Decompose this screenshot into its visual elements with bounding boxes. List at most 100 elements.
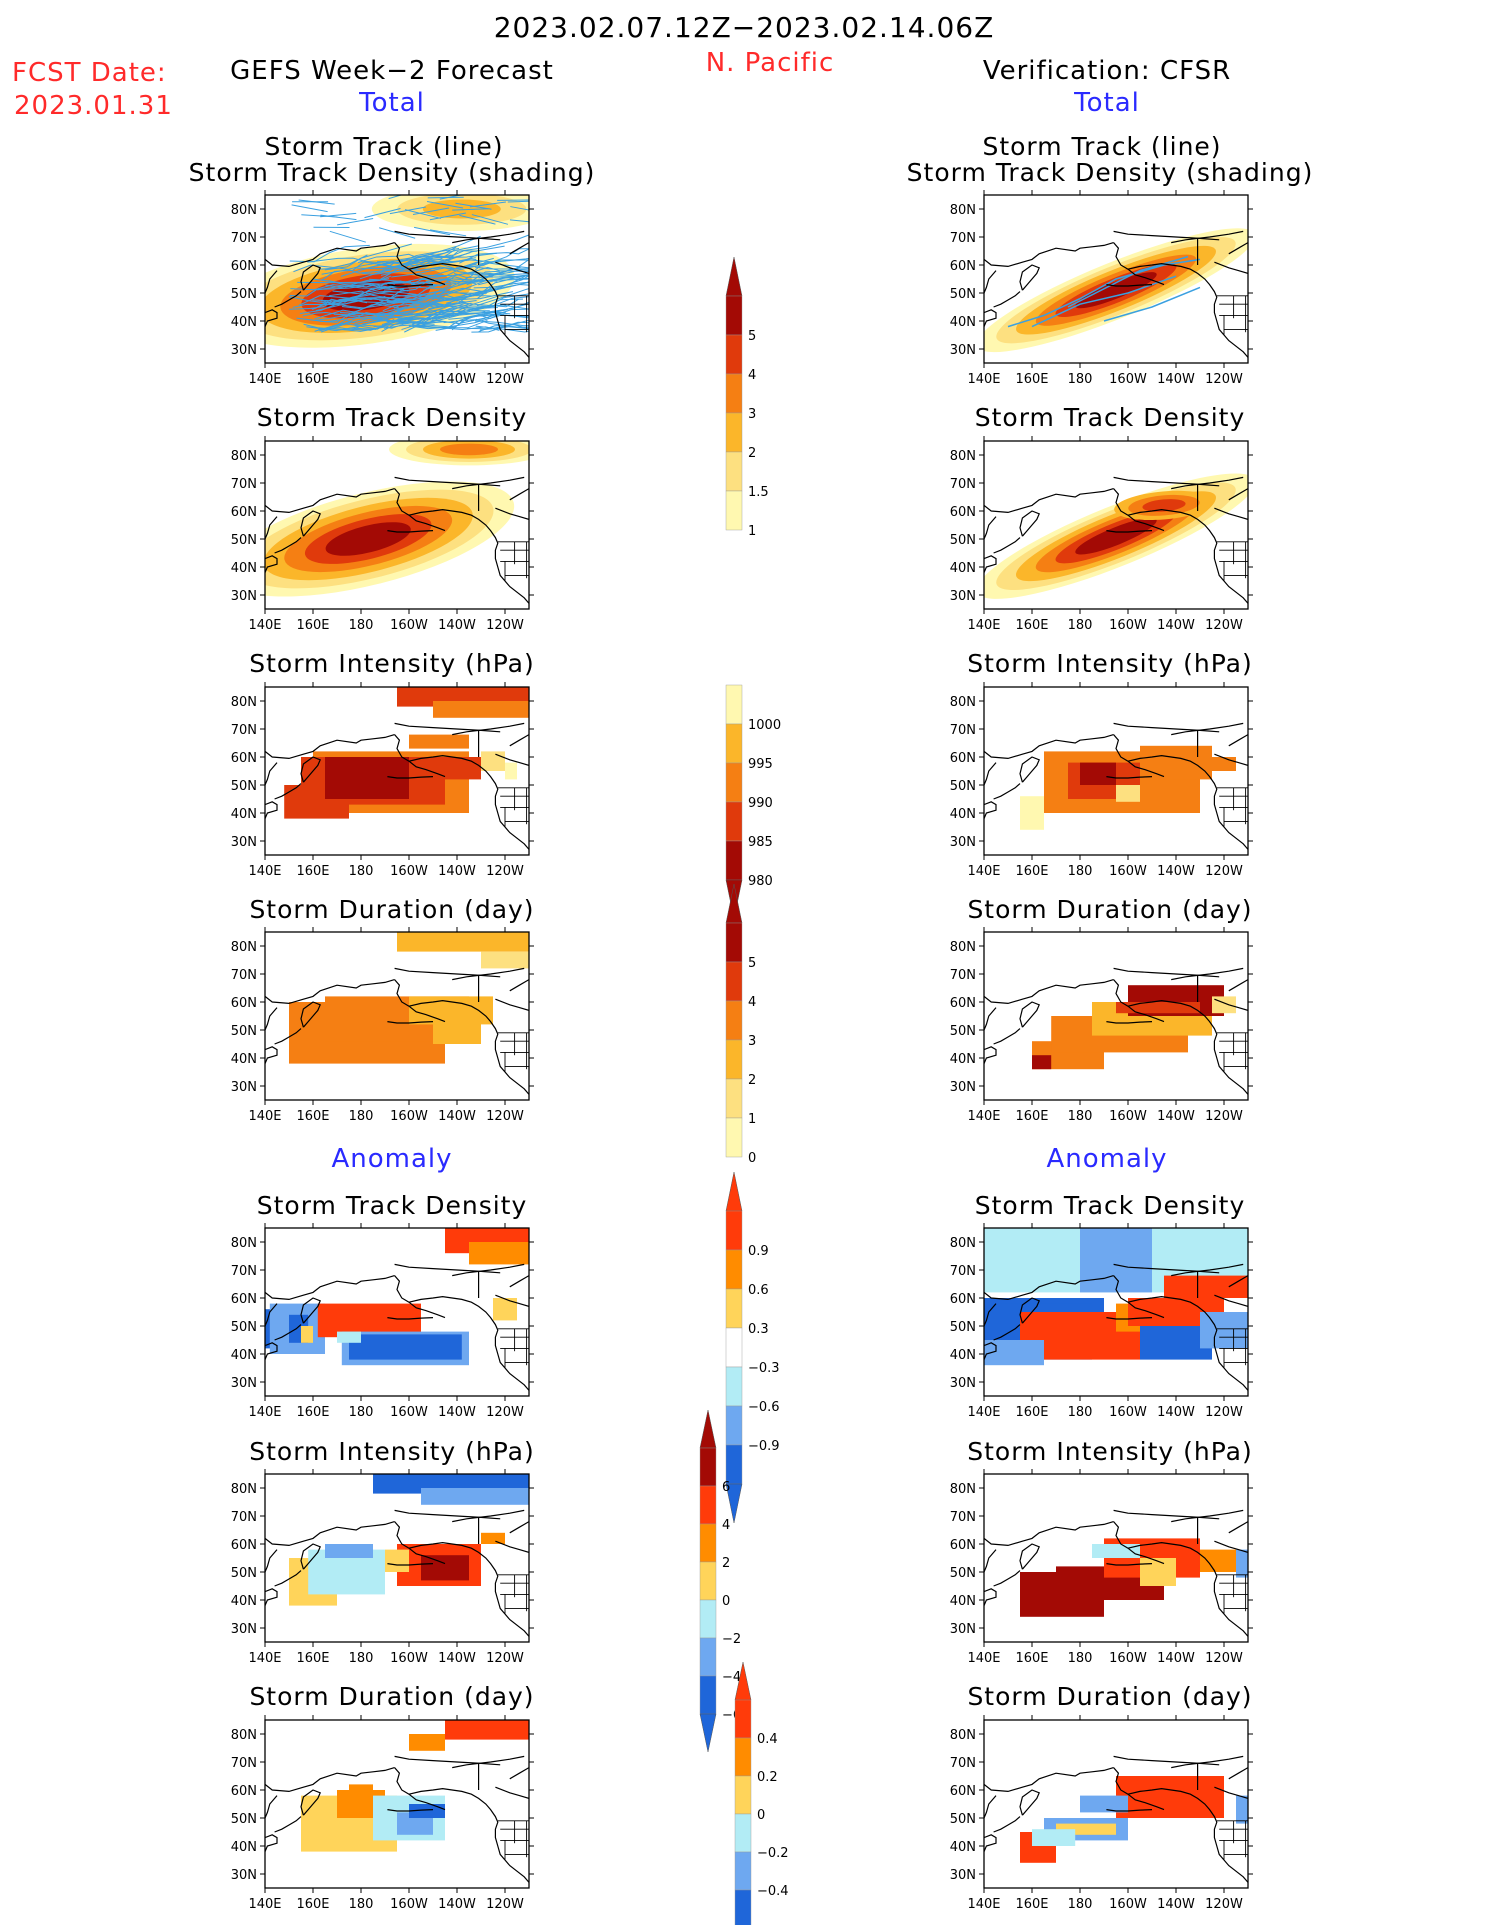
map-panel: 80N 70N 60N 50N 40N 30N 140E 160E 180 160W 140W 120…: [231, 1715, 534, 1912]
coastline: [1106, 530, 1153, 533]
storm-track-line: [459, 248, 529, 264]
lon-label: 160W: [1109, 1405, 1147, 1420]
coastline: [387, 530, 434, 533]
colorbar-label: 0.3: [748, 1322, 769, 1337]
colorbar-label: −0.6: [748, 1400, 780, 1415]
coastline: [984, 242, 1114, 268]
coastline: [1106, 1563, 1153, 1566]
coastline: [509, 242, 529, 255]
lat-label: 70N: [231, 968, 257, 983]
lon-label: 160E: [296, 1109, 329, 1124]
lat-label: 80N: [231, 695, 257, 710]
coastline: [408, 262, 529, 358]
storm-track-line: [510, 206, 529, 211]
lat-label: 70N: [231, 477, 257, 492]
storm-track-line: [473, 281, 529, 289]
map-panel: 80N 70N 60N 50N 40N 30N 140E 160E 180 160W 140W 120…: [950, 927, 1253, 1124]
map-panel: 80N 70N 60N 50N 40N 30N 140E 160E 180 160W 140W 120…: [950, 682, 1253, 879]
coastline: [984, 488, 1114, 514]
map-frame: [983, 1473, 1249, 1643]
storm-track-line: [292, 303, 364, 309]
coastline: [265, 762, 278, 786]
lat-label: 30N: [231, 589, 257, 604]
coastline: [265, 1342, 278, 1362]
colorbar-swatch: [699, 1523, 717, 1563]
panel-title: Storm Duration (day): [967, 1682, 1253, 1711]
storm-track-line: [318, 267, 392, 274]
colorbar-swatch: [734, 1851, 752, 1891]
storm-track-line: [457, 277, 529, 285]
lon-label: 140W: [438, 1405, 476, 1420]
colorbar-label: 5: [748, 956, 756, 971]
coastline: [265, 1767, 395, 1793]
coastline: [1106, 1317, 1153, 1320]
lat-label: 50N: [950, 1320, 976, 1335]
colorbar-swatch: [725, 490, 743, 531]
colorbar-swatch: [725, 684, 743, 725]
coastline: [1113, 230, 1220, 241]
colorbar-swatch: [699, 1637, 717, 1677]
intensity-cell: [1116, 785, 1140, 802]
anomaly-cell: [409, 1734, 445, 1751]
lat-label: 80N: [950, 1236, 976, 1251]
coastline: [274, 537, 302, 554]
storm-track-line: [469, 201, 506, 208]
storm-track-line: [380, 259, 477, 276]
coastline: [1113, 1263, 1220, 1274]
coastline: [265, 1046, 278, 1066]
duration-cell: [409, 996, 493, 1025]
coastline: [265, 309, 278, 329]
coastline: [265, 734, 395, 760]
storm-track-line: [379, 227, 416, 239]
coastline: [495, 261, 529, 274]
intensity-cell: [409, 734, 469, 749]
lon-label: 160W: [390, 1405, 428, 1420]
lon-label: 160E: [1015, 1651, 1048, 1666]
lon-label: 160E: [296, 1651, 329, 1666]
lon-label: 140E: [967, 1109, 1000, 1124]
lon-label: 160W: [390, 372, 428, 387]
lat-label: 80N: [231, 1728, 257, 1743]
anomaly-cell: [1080, 1795, 1128, 1813]
lon-label: 140E: [967, 1651, 1000, 1666]
storm-track-line: [455, 248, 529, 269]
coastline: [265, 1007, 278, 1031]
lat-label: 40N: [231, 1348, 257, 1363]
lat-label: 60N: [950, 1292, 976, 1307]
colorbar-swatch: [725, 1039, 743, 1080]
coastline: [300, 1297, 321, 1324]
lat-label: 80N: [950, 940, 976, 955]
colorbar-swatch: [725, 1078, 743, 1119]
lon-label: 180: [349, 864, 374, 879]
lon-label: 120W: [1205, 1651, 1243, 1666]
coastline: [1127, 262, 1248, 358]
right-total-label: Total: [1074, 88, 1140, 118]
colorbar-swatch: [725, 412, 743, 453]
map-inner: [984, 1228, 1248, 1391]
coastline: [1228, 242, 1248, 255]
map-panel: 80N 70N 60N 50N 40N 30N 140E 160E 180 160W 140W 120…: [231, 1469, 534, 1666]
lat-label: 50N: [950, 1566, 976, 1581]
coastline: [408, 1295, 529, 1391]
lat-label: 60N: [231, 751, 257, 766]
lat-label: 60N: [950, 751, 976, 766]
coastline: [509, 488, 529, 501]
colorbar-anom-density: 0.9 0.6 0.3 −0.3 −0.6 −0.9: [725, 1171, 780, 1524]
colorbar-arrow: [725, 1483, 743, 1524]
colorbar-label: 2: [748, 1073, 756, 1088]
lat-label: 70N: [231, 1756, 257, 1771]
coastline: [1214, 1294, 1248, 1307]
lon-label: 160E: [1015, 1109, 1048, 1124]
storm-track-line: [404, 319, 488, 333]
colorbar-swatch: [725, 334, 743, 375]
coastline: [1214, 998, 1248, 1011]
lon-label: 140W: [1157, 1405, 1195, 1420]
coastline: [452, 967, 525, 981]
lon-label: 160W: [390, 1651, 428, 1666]
coastline: [387, 776, 434, 779]
lon-label: 180: [1068, 864, 1093, 879]
coastline: [1228, 1275, 1248, 1288]
coastline: [452, 1263, 525, 1277]
storm-track-line: [386, 310, 443, 318]
lat-label: 40N: [950, 1594, 976, 1609]
